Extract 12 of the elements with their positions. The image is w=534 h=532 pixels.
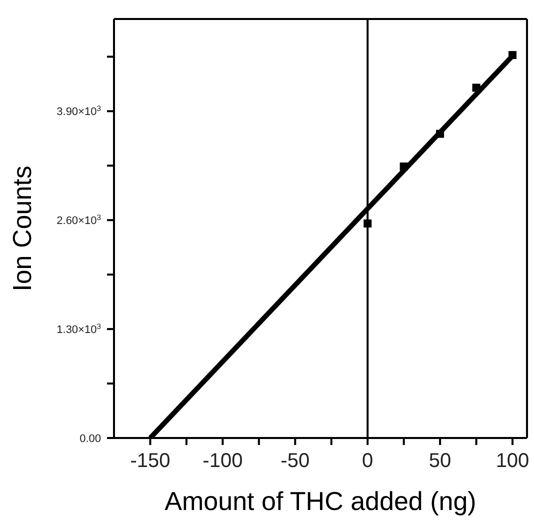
x-tick-label: 50 — [428, 450, 452, 472]
x-axis-title: Amount of THC added (ng) — [164, 486, 476, 516]
y-tick-label: 3.90×10$^{3}$ — [56, 104, 101, 118]
x-tick-label: -150 — [130, 450, 170, 472]
x-tick-label: 0 — [362, 450, 374, 472]
x-tick-label: -50 — [280, 450, 310, 472]
y-tick-label: 2.60×10$^{3}$ — [56, 212, 101, 228]
x-tick-label: 100 — [496, 450, 530, 472]
y-axis-title: Ion Counts — [7, 166, 38, 292]
y-tick-label: 0.00 — [80, 433, 101, 445]
x-tick-label: -100 — [202, 450, 243, 472]
y-tick-label: 1.30×10$^{3}$ — [56, 322, 101, 336]
